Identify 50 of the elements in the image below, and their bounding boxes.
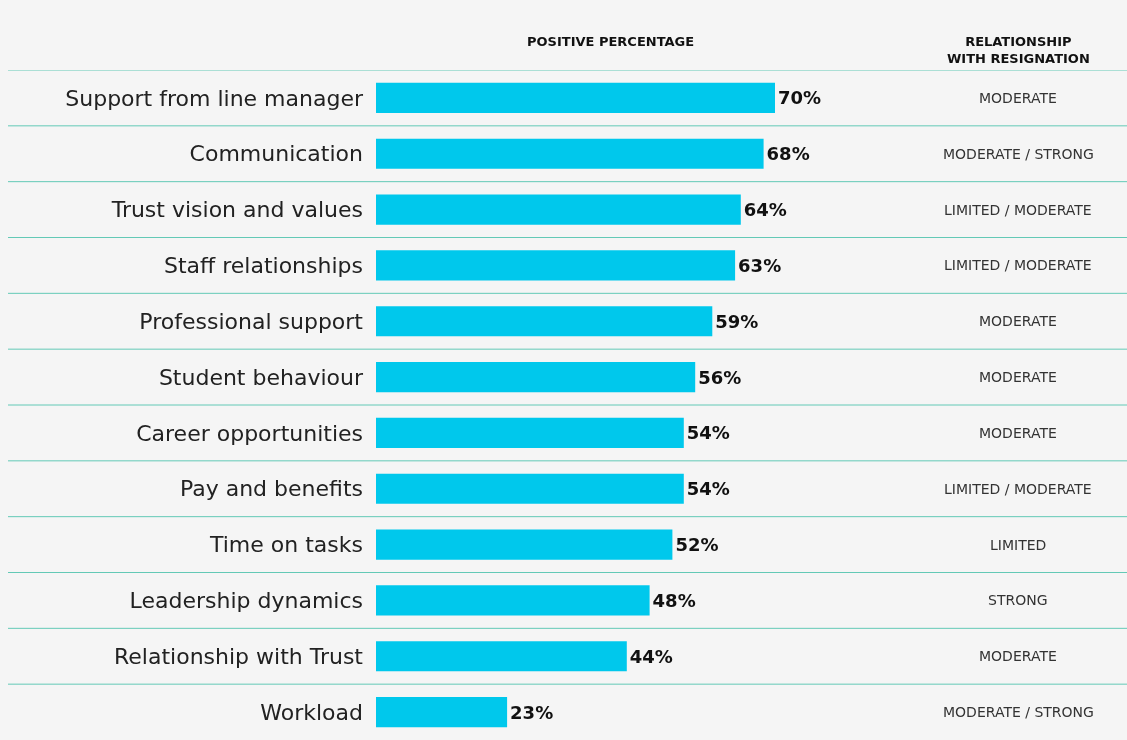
y-tick-label: Staff relationships (164, 253, 363, 279)
data-label: 59% (715, 310, 759, 332)
data-label: 54% (686, 478, 730, 500)
text: MODERATE / STRONG (943, 146, 1094, 162)
y-tick-label: Time on tasks (208, 532, 363, 558)
text: MODERATE (979, 425, 1057, 441)
y-tick-label: Career opportunities (136, 420, 363, 446)
data-label: 63% (738, 254, 782, 276)
y-tick-label: Leadership dynamics (129, 588, 363, 614)
text: STRONG (988, 592, 1048, 608)
bar (376, 362, 696, 393)
data-label: 70% (778, 87, 822, 109)
text: MODERATE (979, 90, 1057, 106)
data-label: 23% (510, 701, 554, 723)
bar (376, 641, 627, 672)
y-tick-label: Trust vision and values (110, 197, 363, 223)
data-label: 52% (675, 534, 719, 556)
bar (376, 82, 775, 113)
y-tick-label: Pay and benefits (179, 476, 363, 502)
data-label: 54% (686, 422, 730, 444)
text: RELATIONSHIP WITH RESIGNATION (947, 34, 1090, 66)
bar (376, 250, 736, 281)
bar (376, 697, 508, 728)
text: LIMITED / MODERATE (944, 257, 1092, 273)
text: MODERATE (979, 648, 1057, 664)
y-tick-label: Workload (260, 699, 363, 725)
data-label: 48% (652, 589, 696, 611)
text: LIMITED / MODERATE (944, 481, 1092, 497)
bar (376, 306, 713, 337)
bar (376, 138, 764, 169)
y-tick-label: Professional support (139, 308, 364, 334)
bar (376, 529, 673, 560)
y-tick-label: Student behaviour (158, 364, 364, 390)
data-label: 56% (698, 366, 742, 388)
bar (376, 585, 650, 616)
y-tick-label: Communication (189, 141, 363, 167)
bar (376, 417, 684, 448)
data-label: 68% (766, 143, 810, 165)
text: MODERATE (979, 313, 1057, 329)
bar (376, 194, 741, 225)
text: MODERATE (979, 369, 1057, 385)
bar (376, 473, 684, 504)
data-label: 64% (743, 199, 787, 221)
y-tick-label: Support from line manager (65, 85, 364, 111)
chart-title: POSITIVE PERCENTAGE (527, 34, 695, 49)
data-label: 44% (629, 645, 673, 667)
text: LIMITED / MODERATE (944, 202, 1092, 218)
text: LIMITED (990, 537, 1047, 553)
y-tick-label: Relationship with Trust (114, 643, 364, 669)
text: MODERATE / STRONG (943, 704, 1094, 720)
